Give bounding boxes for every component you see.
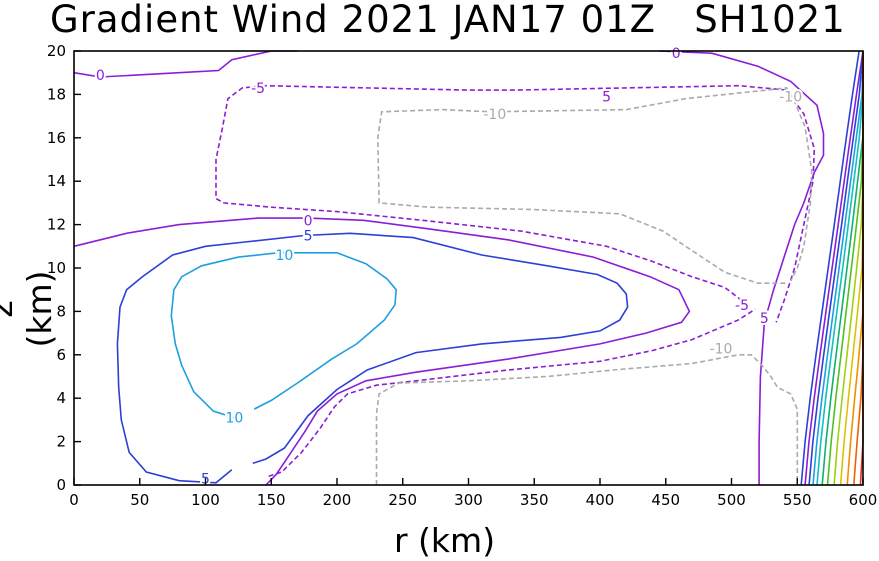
y-tick-label-8: 16 xyxy=(47,129,66,147)
x-tick-label-9: 450 xyxy=(651,491,680,509)
contour-line-2 xyxy=(73,217,691,486)
contour-label-3: 5 xyxy=(602,90,611,106)
contour-line-6 xyxy=(215,84,816,323)
eyewall-contour-2 xyxy=(808,50,864,486)
contour-label-12: 10 xyxy=(226,411,244,427)
eyewall-contour-4 xyxy=(816,51,864,486)
x-tick-label-0: 0 xyxy=(69,491,79,509)
x-tick-label-3: 150 xyxy=(257,491,286,509)
contour-label-2: -5 xyxy=(251,81,265,97)
y-tick-label-10: 20 xyxy=(47,42,66,60)
eyewall-contour-3 xyxy=(812,50,864,486)
contour-label-10: 5 xyxy=(760,311,769,327)
contour-label-1: 0 xyxy=(672,46,681,62)
y-tick-label-2: 4 xyxy=(56,389,66,407)
y-tick-label-1: 2 xyxy=(56,433,66,451)
contour-label-0: 0 xyxy=(96,68,105,84)
contour-label-4: -10 xyxy=(483,107,506,123)
y-tick-label-9: 18 xyxy=(47,85,66,103)
contour-line-8 xyxy=(376,87,813,285)
x-tick-label-7: 350 xyxy=(520,491,549,509)
x-tick-label-8: 400 xyxy=(586,491,615,509)
y-tick-label-3: 6 xyxy=(56,346,66,364)
contour-line-7 xyxy=(375,353,799,485)
y-axis-label: z (km) xyxy=(0,270,59,348)
x-tick-label-12: 600 xyxy=(849,491,878,509)
eyewall-contour-0 xyxy=(800,50,860,486)
contour-label-5: -10 xyxy=(779,90,802,106)
y-tick-label-5: 10 xyxy=(47,259,66,277)
contour-label-6: 0 xyxy=(304,213,313,229)
x-axis-label: r (km) xyxy=(394,521,496,560)
y-tick-label-4: 8 xyxy=(56,302,66,320)
contour-line-3 xyxy=(116,232,629,484)
contour-lines xyxy=(73,50,825,486)
contour-line-5 xyxy=(268,308,756,478)
contour-line-0 xyxy=(73,50,298,78)
x-tick-label-11: 550 xyxy=(783,491,812,509)
x-tick-label-4: 200 xyxy=(323,491,352,509)
x-axis: 0 50 100 150 200 250 300 350 400 450 500 550 600 xyxy=(69,478,877,509)
y-tick-label-7: 14 xyxy=(47,172,66,190)
eyewall-contour-1 xyxy=(804,50,864,486)
contour-label-8: 10 xyxy=(275,248,293,264)
x-tick-label-1: 50 xyxy=(130,491,149,509)
contour-label-7: 5 xyxy=(304,228,313,244)
y-tick-label-6: 12 xyxy=(47,216,66,234)
x-tick-label-2: 100 xyxy=(191,491,220,509)
x-tick-label-6: 300 xyxy=(454,491,483,509)
eyewall-contours xyxy=(800,50,864,486)
contour-label-11: -10 xyxy=(710,341,733,357)
contour-line-4 xyxy=(170,252,398,419)
contour-line-1 xyxy=(659,50,825,485)
y-axis: 0 2 4 6 8 10 12 14 16 18 20 xyxy=(47,42,81,494)
y-tick-label-0: 0 xyxy=(56,476,66,494)
x-tick-label-5: 250 xyxy=(388,491,417,509)
x-tick-label-10: 500 xyxy=(717,491,746,509)
plot-frame xyxy=(73,50,864,486)
chart-title: Gradient Wind 2021 JAN17 01Z SH1021 xyxy=(50,0,846,41)
contour-label-9: -5 xyxy=(735,298,749,314)
